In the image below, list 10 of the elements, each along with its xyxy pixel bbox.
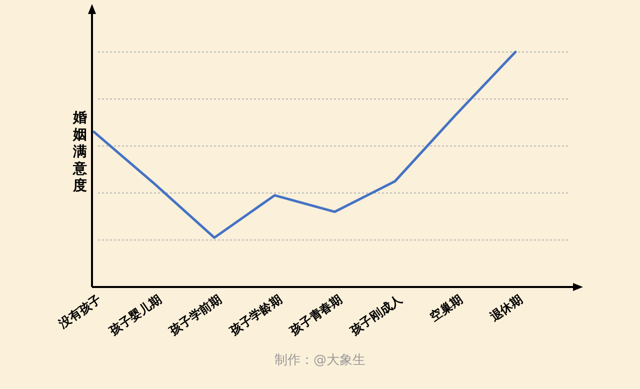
x-tick-label: 孩子婴儿期 bbox=[106, 292, 164, 338]
x-tick-label: 退休期 bbox=[486, 292, 526, 325]
x-tick-label: 孩子刚成人 bbox=[346, 291, 406, 338]
x-tick-label: 孩子学龄期 bbox=[226, 292, 284, 338]
x-tick-label: 空巢期 bbox=[427, 292, 465, 324]
x-tick-label: 孩子学前期 bbox=[166, 292, 224, 338]
x-tick-label: 孩子青春期 bbox=[286, 292, 345, 338]
text: 制作：@大象生 bbox=[274, 353, 366, 368]
y-axis-title: 婚姻满意度 bbox=[72, 110, 88, 194]
x-tick-label: 没有孩子 bbox=[56, 292, 104, 332]
